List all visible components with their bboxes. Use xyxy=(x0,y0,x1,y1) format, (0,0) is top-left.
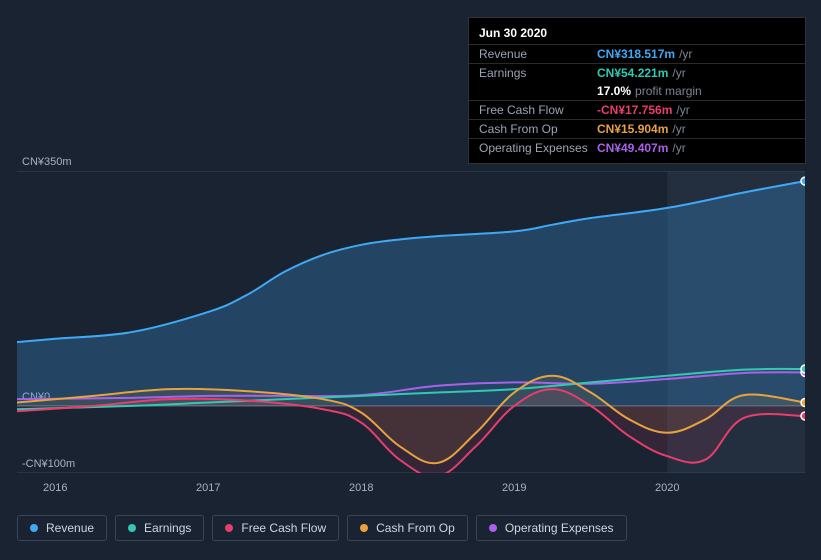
tooltip-row: Free Cash Flow-CN¥17.756m/yr xyxy=(469,100,805,119)
tooltip-row: Cash From OpCN¥15.904m/yr xyxy=(469,119,805,138)
y-axis-label: CN¥350m xyxy=(22,156,72,168)
tooltip-metric-suffix: /yr xyxy=(672,141,685,155)
tooltip-metric-label: Free Cash Flow xyxy=(479,103,597,117)
x-axis-label: 2020 xyxy=(655,482,679,494)
tooltip-metric-value: 17.0% xyxy=(597,84,631,98)
legend-label: Revenue xyxy=(46,521,94,535)
legend-item-operating-expenses[interactable]: Operating Expenses xyxy=(476,515,627,541)
series-fill-revenue xyxy=(17,181,805,406)
end-marker xyxy=(801,399,805,407)
tooltip-metric-suffix: /yr xyxy=(679,47,692,61)
tooltip-metric-value: CN¥49.407m xyxy=(597,141,668,155)
x-axis-label: 2019 xyxy=(502,482,526,494)
tooltip-metric-value: CN¥318.517m xyxy=(597,47,675,61)
legend-label: Free Cash Flow xyxy=(241,521,326,535)
legend-label: Operating Expenses xyxy=(505,521,614,535)
x-axis-label: 2018 xyxy=(349,482,373,494)
tooltip-row: EarningsCN¥54.221m/yr xyxy=(469,63,805,82)
legend-dot-icon xyxy=(225,524,233,532)
x-axis-label: 2017 xyxy=(196,482,220,494)
tooltip-metric-suffix: /yr xyxy=(672,66,685,80)
tooltip-metric-suffix: /yr xyxy=(676,103,689,117)
legend-item-revenue[interactable]: Revenue xyxy=(17,515,107,541)
tooltip-metric-suffix: profit margin xyxy=(635,84,702,98)
legend-item-earnings[interactable]: Earnings xyxy=(115,515,204,541)
tooltip-metric-label: Operating Expenses xyxy=(479,141,597,155)
tooltip-metric-label: Revenue xyxy=(479,47,597,61)
legend-dot-icon xyxy=(489,524,497,532)
tooltip-metric-label: Cash From Op xyxy=(479,122,597,136)
tooltip-row: RevenueCN¥318.517m/yr xyxy=(469,44,805,63)
x-axis-label: 2016 xyxy=(43,482,67,494)
tooltip-metric-value: CN¥15.904m xyxy=(597,122,668,136)
legend-item-free-cash-flow[interactable]: Free Cash Flow xyxy=(212,515,339,541)
legend-label: Cash From Op xyxy=(376,521,455,535)
chart-legend: Revenue Earnings Free Cash Flow Cash From O… xyxy=(17,515,627,541)
tooltip-row: Operating ExpensesCN¥49.407m/yr xyxy=(469,138,805,157)
tooltip-date: Jun 30 2020 xyxy=(469,24,805,44)
end-marker xyxy=(801,365,805,373)
legend-item-cash-from-op[interactable]: Cash From Op xyxy=(347,515,468,541)
legend-dot-icon xyxy=(360,524,368,532)
tooltip-row: 17.0% profit margin xyxy=(469,82,805,100)
end-marker xyxy=(801,412,805,420)
tooltip-metric-value: -CN¥17.756m xyxy=(597,103,672,117)
chart-tooltip: Jun 30 2020 RevenueCN¥318.517m/yrEarning… xyxy=(468,17,806,164)
legend-label: Earnings xyxy=(144,521,191,535)
chart-plot-area[interactable] xyxy=(17,171,805,473)
tooltip-metric-label: Earnings xyxy=(479,66,597,80)
end-marker xyxy=(801,177,805,185)
legend-dot-icon xyxy=(128,524,136,532)
legend-dot-icon xyxy=(30,524,38,532)
tooltip-metric-suffix: /yr xyxy=(672,122,685,136)
tooltip-metric-value: CN¥54.221m xyxy=(597,66,668,80)
